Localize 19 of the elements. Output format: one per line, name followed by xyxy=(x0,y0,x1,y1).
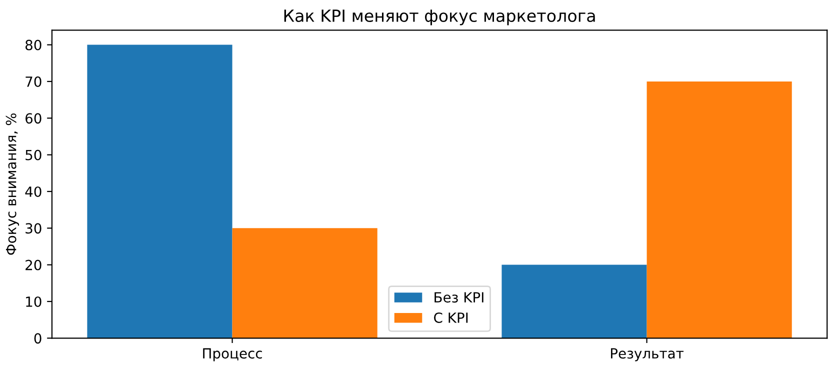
bar xyxy=(232,228,378,338)
y-tick-label: 40 xyxy=(25,186,42,197)
y-axis-title: Фокус внимания, % xyxy=(6,113,20,255)
x-tick-label: Результат xyxy=(611,348,684,362)
y-tick-label: 80 xyxy=(26,40,42,50)
y-tick-label: 30 xyxy=(26,223,42,234)
legend-label: Без KPI xyxy=(434,292,484,303)
chart-title: Как KPI меняют фокус маркетолога xyxy=(284,10,595,26)
y-tick-label: 20 xyxy=(26,260,42,270)
y-tick-label: 0 xyxy=(34,333,42,344)
bar xyxy=(646,81,792,338)
y-tick-label: 60 xyxy=(26,113,42,124)
y-tick-label: 10 xyxy=(26,296,42,307)
x-tick-label: Процесс xyxy=(203,348,262,362)
legend-label: С KPI xyxy=(434,312,468,323)
y-tick-label: 70 xyxy=(26,76,42,87)
y-tick-label: 50 xyxy=(26,150,42,160)
bar xyxy=(502,264,647,338)
bar xyxy=(87,44,232,338)
